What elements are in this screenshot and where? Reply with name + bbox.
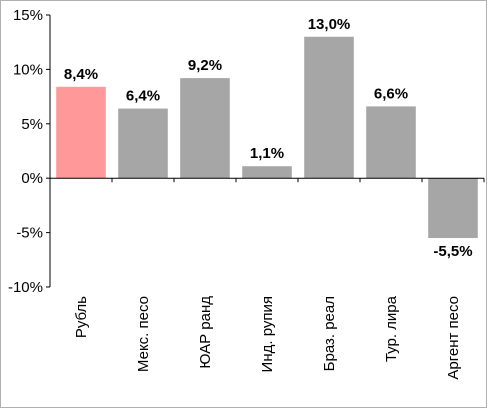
- y-tick-label: 5%: [21, 116, 43, 133]
- bar: [118, 108, 168, 179]
- category-label: Браз. реал: [321, 296, 338, 371]
- y-tick-label: -10%: [8, 279, 43, 296]
- data-label: 6,6%: [374, 85, 408, 102]
- bar: [428, 178, 478, 239]
- data-label: 9,2%: [188, 57, 222, 74]
- bar: [304, 36, 354, 179]
- category-label: ЮАР ранд: [197, 296, 214, 369]
- data-label: 1,1%: [250, 145, 284, 162]
- data-label: 6,4%: [126, 88, 160, 105]
- bar: [56, 86, 106, 179]
- data-label: 13,0%: [308, 16, 351, 33]
- category-label: Аргент песо: [445, 296, 462, 380]
- data-label: 8,4%: [64, 66, 98, 83]
- bar: [366, 106, 416, 179]
- category-label: Тур. лира: [383, 295, 400, 362]
- category-label: Мекс. песо: [135, 296, 152, 372]
- bar: [180, 78, 230, 179]
- category-label: Рубль: [73, 296, 90, 338]
- category-label: Инд. рупия: [259, 296, 276, 372]
- data-label: -5,5%: [433, 243, 472, 260]
- bar: [242, 166, 292, 179]
- y-tick-label: 15%: [13, 7, 43, 24]
- y-tick-label: 0%: [21, 170, 43, 187]
- y-tick-label: 10%: [13, 61, 43, 78]
- y-tick-label: -5%: [16, 225, 43, 242]
